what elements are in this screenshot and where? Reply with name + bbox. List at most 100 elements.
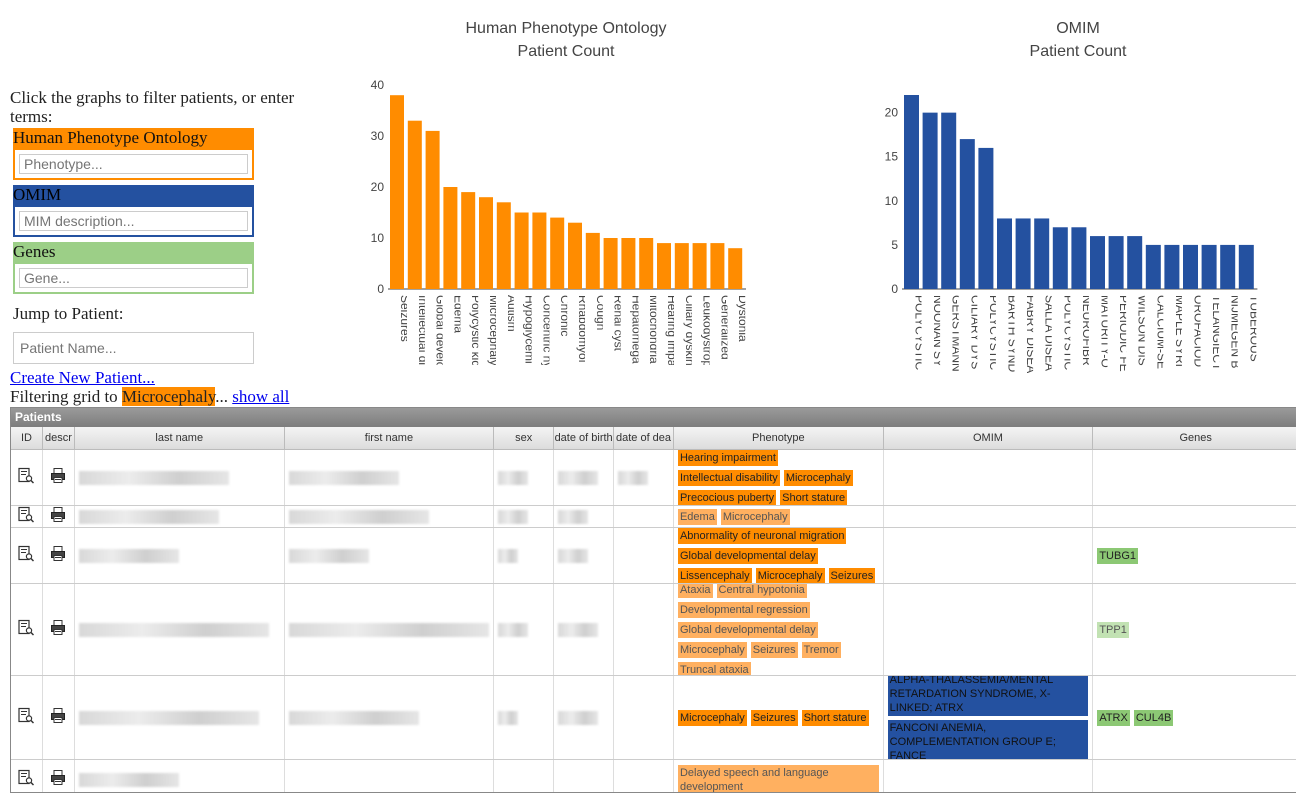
phenotype-tag[interactable]: Hearing impairment: [677, 450, 778, 466]
table-row[interactable]: Microcephaly Seizures Short stature ALPHA-T…: [11, 676, 1296, 760]
phenotype-tag[interactable]: Tremor: [801, 641, 841, 658]
omim-bar[interactable]: [1201, 244, 1217, 289]
patient-view-icon[interactable]: [18, 467, 35, 488]
omim-bar[interactable]: [997, 218, 1012, 289]
omim-bar[interactable]: [1052, 227, 1068, 289]
hpo-bar[interactable]: [496, 202, 511, 289]
omim-tag[interactable]: ALPHA-THALASSEMIA/MENTAL RETARDATION SYN…: [887, 676, 1088, 716]
description-cell[interactable]: [43, 676, 75, 759]
phenotype-tag[interactable]: Global developmental delay: [677, 621, 818, 638]
hpo-bar[interactable]: [657, 243, 671, 289]
description-cell[interactable]: [43, 528, 75, 583]
phenotype-tag[interactable]: Developmental regression: [677, 601, 810, 618]
printer-icon[interactable]: [50, 506, 66, 527]
omim-bar[interactable]: [1015, 218, 1031, 289]
phenotype-tag[interactable]: Microcephaly: [755, 567, 825, 583]
omim-bar-chart[interactable]: 0 5 10 15 20 POLYCYSTIC NOONAN SY GERSTMANN CILI…: [870, 85, 1260, 375]
patient-view-icon[interactable]: [18, 506, 35, 527]
hpo-bar[interactable]: [479, 197, 493, 289]
col-date-of-birth[interactable]: date of birth: [554, 427, 615, 449]
sex-cell[interactable]: [494, 760, 555, 792]
col-first-name[interactable]: first name: [285, 427, 495, 449]
hpo-bar[interactable]: [639, 238, 654, 289]
first-name-cell[interactable]: [285, 584, 495, 675]
hpo-bar[interactable]: [692, 243, 707, 289]
date-of-birth-cell[interactable]: [554, 584, 615, 675]
last-name-cell[interactable]: [75, 506, 285, 527]
hpo-bar[interactable]: [585, 232, 600, 289]
phenotype-tag[interactable]: Short stature: [801, 709, 869, 726]
phenotype-input[interactable]: [19, 154, 248, 174]
omim-bar[interactable]: [904, 95, 919, 289]
hpo-bar[interactable]: [568, 222, 582, 289]
date-of-death-cell[interactable]: [614, 450, 674, 505]
col-sex[interactable]: sex: [494, 427, 555, 449]
description-cell[interactable]: [43, 584, 75, 675]
hpo-bar-chart[interactable]: 0 10 20 30 40 Seizures Intellectual di Global d…: [360, 75, 750, 375]
hpo-bar[interactable]: [550, 217, 565, 289]
phenotype-tag[interactable]: Microcephaly: [720, 508, 790, 525]
sex-cell[interactable]: [494, 584, 555, 675]
hpo-bar[interactable]: [621, 238, 636, 289]
sex-cell[interactable]: [494, 506, 555, 527]
phenotype-tag[interactable]: Global developmental delay: [677, 547, 818, 564]
phenotype-tag[interactable]: Central hypotonia: [716, 584, 807, 598]
omim-bar[interactable]: [1145, 244, 1161, 289]
last-name-cell[interactable]: [75, 584, 285, 675]
first-name-cell[interactable]: [285, 760, 495, 792]
id-cell[interactable]: [11, 676, 43, 759]
col-phenotype[interactable]: Phenotype: [674, 427, 884, 449]
phenotype-tag[interactable]: Lissencephaly: [677, 567, 752, 583]
table-row[interactable]: Edema Microcephaly: [11, 506, 1296, 528]
omim-bar[interactable]: [1127, 236, 1143, 289]
col-date-of-death[interactable]: date of dea: [614, 427, 674, 449]
printer-icon[interactable]: [50, 769, 66, 790]
description-cell[interactable]: [43, 760, 75, 792]
last-name-cell[interactable]: [75, 450, 285, 505]
first-name-cell[interactable]: [285, 450, 495, 505]
create-patient-link[interactable]: Create New Patient...: [10, 368, 155, 387]
phenotype-tag[interactable]: Edema: [677, 508, 717, 525]
omim-bar[interactable]: [1164, 244, 1180, 289]
phenotype-tag[interactable]: Delayed speech and language development: [677, 764, 879, 792]
phenotype-tag[interactable]: Seizures: [828, 567, 876, 583]
printer-icon[interactable]: [50, 545, 66, 566]
patient-view-icon[interactable]: [18, 769, 35, 790]
phenotype-tag[interactable]: Microcephaly: [677, 709, 747, 726]
omim-bar[interactable]: [1090, 236, 1105, 289]
omim-bar[interactable]: [959, 139, 975, 289]
first-name-cell[interactable]: [285, 506, 495, 527]
gene-tag[interactable]: TUBG1: [1097, 547, 1138, 564]
id-cell[interactable]: [11, 506, 43, 527]
sex-cell[interactable]: [494, 450, 555, 505]
hpo-bar[interactable]: [425, 130, 440, 289]
phenotype-tag[interactable]: Microcephaly: [677, 641, 747, 658]
patient-view-icon[interactable]: [18, 619, 35, 640]
phenotype-tag[interactable]: Abnormality of neuronal migration: [677, 528, 847, 544]
last-name-cell[interactable]: [75, 528, 285, 583]
col-genes[interactable]: Genes: [1093, 427, 1296, 449]
omim-bar[interactable]: [1034, 218, 1050, 289]
id-cell[interactable]: [11, 584, 43, 675]
gene-tag[interactable]: CUL4B: [1133, 709, 1174, 726]
date-of-death-cell[interactable]: [614, 584, 674, 675]
col-last-name[interactable]: last name: [75, 427, 285, 449]
hpo-bar[interactable]: [710, 243, 725, 289]
id-cell[interactable]: [11, 760, 43, 792]
phenotype-tag[interactable]: Seizures: [750, 641, 798, 658]
omim-bar[interactable]: [1108, 236, 1124, 289]
gene-tag[interactable]: TPP1: [1097, 621, 1129, 638]
omim-bar[interactable]: [1183, 244, 1198, 289]
gene-tag[interactable]: ATRX: [1097, 709, 1130, 726]
patient-view-icon[interactable]: [18, 545, 35, 566]
date-of-birth-cell[interactable]: [554, 450, 615, 505]
printer-icon[interactable]: [50, 707, 66, 728]
sex-cell[interactable]: [494, 676, 555, 759]
date-of-death-cell[interactable]: [614, 760, 674, 792]
hpo-bar[interactable]: [390, 95, 404, 289]
date-of-death-cell[interactable]: [614, 528, 674, 583]
id-cell[interactable]: [11, 450, 43, 505]
hpo-bar[interactable]: [514, 212, 529, 290]
date-of-birth-cell[interactable]: [554, 760, 615, 792]
phenotype-tag[interactable]: Ataxia: [677, 584, 713, 598]
